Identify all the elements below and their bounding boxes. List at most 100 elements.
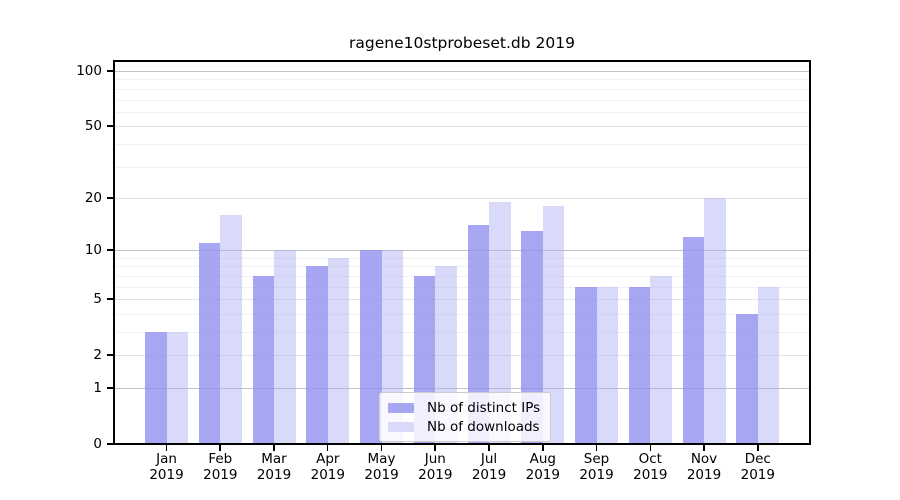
x-tick-year-jul: 2019: [471, 466, 507, 483]
bar-ips-mar: [252, 275, 274, 444]
y-tick-0: [107, 443, 114, 445]
legend-row-ips: Nb of distinct IPs: [388, 398, 540, 417]
bar-ips-dec: [736, 313, 758, 444]
bar-ips-aug: [521, 230, 543, 444]
y-tick-label-10: 10: [84, 242, 102, 259]
y-tick-label-2: 2: [93, 347, 102, 364]
gridline-y-6: [114, 286, 810, 288]
bar-ips-oct: [628, 286, 651, 444]
x-tick-label-oct: Oct 2019: [619, 451, 681, 483]
gridline-y-4: [114, 313, 810, 315]
x-tick-label-nov: Nov 2019: [673, 451, 735, 483]
x-tick-year-oct: 2019: [633, 466, 668, 483]
bar-downloads-nov: [704, 197, 726, 444]
x-tick-may: [380, 445, 383, 451]
x-tick-year-jun: 2019: [418, 466, 453, 483]
bar-ips-nov: [682, 236, 704, 444]
legend-label-downloads: Nb of downloads: [427, 418, 540, 435]
x-tick-jan: [165, 445, 168, 451]
x-tick-label-jan: Jan 2019: [136, 451, 198, 483]
gridline-y-10: [114, 250, 810, 252]
legend: Nb of distinct IPs Nb of downloads: [379, 392, 552, 442]
legend-row-downloads: Nb of downloads: [388, 417, 540, 436]
bar-downloads-feb: [220, 215, 242, 444]
gridline-y-70: [114, 99, 810, 101]
chart-title: ragene10stprobeset.db 2019: [349, 34, 575, 52]
legend-swatch-downloads: [388, 421, 414, 432]
bar-downloads-dec: [757, 286, 780, 444]
x-tick-feb: [219, 445, 221, 451]
x-tick-month-feb: Feb: [208, 451, 233, 467]
y-tick-20: [107, 197, 114, 199]
x-tick-oct: [649, 445, 652, 451]
x-tick-jun: [434, 445, 436, 451]
x-tick-label-apr: Apr 2019: [297, 451, 359, 483]
x-tick-year-aug: 2019: [525, 466, 560, 483]
x-tick-dec: [757, 445, 759, 451]
x-tick-month-jun: Jun: [424, 451, 446, 467]
x-tick-year-feb: 2019: [203, 466, 238, 483]
x-tick-year-nov: 2019: [686, 466, 722, 483]
gridline-y-9: [114, 257, 810, 259]
x-tick-year-mar: 2019: [256, 466, 292, 483]
gridline-y-80: [114, 88, 810, 90]
gridline-y-40: [114, 143, 810, 145]
bar-downloads-jul: [489, 201, 511, 444]
gridline-y-1: [114, 388, 810, 389]
x-tick-month-oct: Oct: [638, 451, 662, 467]
x-tick-month-jul: Jul: [480, 451, 498, 467]
x-tick-year-dec: 2019: [740, 466, 775, 483]
x-tick-label-may: May 2019: [351, 451, 413, 483]
x-tick-month-dec: Dec: [744, 451, 771, 467]
x-tick-year-apr: 2019: [310, 466, 345, 483]
gridline-y-5: [114, 299, 810, 301]
gridline-y-20: [114, 197, 810, 199]
y-tick-5: [107, 298, 114, 300]
gridline-y-60: [114, 111, 810, 113]
x-tick-month-aug: Aug: [529, 451, 556, 467]
bar-ips-jul: [467, 225, 489, 444]
x-tick-label-sep: Sep 2019: [566, 451, 628, 483]
x-tick-year-jan: 2019: [149, 466, 184, 483]
y-tick-10: [107, 249, 114, 251]
x-tick-month-apr: Apr: [316, 451, 340, 467]
gridline-y-100: [114, 71, 810, 72]
y-tick-50: [107, 125, 114, 127]
x-tick-nov: [703, 445, 705, 451]
y-tick-label-5: 5: [93, 291, 102, 308]
y-tick-label-50: 50: [84, 118, 102, 135]
y-tick-2: [107, 354, 114, 356]
y-tick-label-0: 0: [93, 436, 102, 452]
legend-swatch-distinct-ips: [388, 402, 414, 413]
legend-label-distinct-ips: Nb of distinct IPs: [427, 399, 541, 416]
x-tick-label-jun: Jun 2019: [404, 451, 466, 483]
gridline-y-3: [114, 332, 810, 333]
x-tick-month-may: May: [367, 451, 396, 467]
gridline-y-8: [114, 266, 810, 268]
bar-ips-may: [360, 250, 382, 444]
x-tick-jul: [488, 445, 490, 451]
y-tick-label-100: 100: [76, 63, 102, 79]
gridline-y-90: [114, 79, 810, 81]
y-tick-label-1: 1: [93, 380, 102, 396]
gridline-y-30: [114, 166, 810, 168]
bar-downloads-oct: [650, 275, 672, 444]
x-tick-year-sep: 2019: [579, 466, 614, 483]
y-tick-1: [107, 387, 114, 389]
bar-downloads-mar: [274, 250, 296, 444]
gridline-y-7: [114, 275, 810, 277]
x-tick-year-may: 2019: [364, 466, 399, 483]
x-tick-label-jul: Jul 2019: [458, 451, 520, 483]
bar-ips-jan: [145, 332, 167, 444]
bar-ips-apr: [306, 266, 328, 444]
x-tick-month-nov: Nov: [690, 451, 718, 467]
bar-downloads-apr: [327, 257, 350, 444]
gridline-y-2: [114, 355, 810, 357]
x-tick-label-aug: Aug 2019: [512, 451, 574, 483]
x-tick-sep: [595, 445, 598, 451]
bar-ips-feb: [198, 243, 221, 444]
x-tick-mar: [273, 445, 275, 451]
bar-downloads-jan: [166, 332, 188, 444]
x-tick-month-sep: Sep: [583, 451, 610, 467]
